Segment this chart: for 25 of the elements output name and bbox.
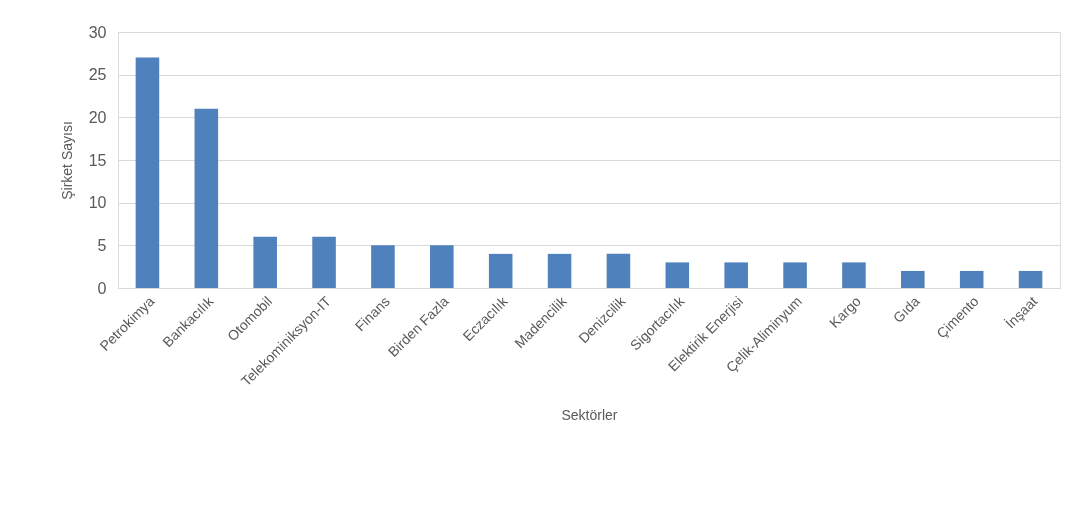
y-tick-label: 15 xyxy=(88,151,107,169)
x-axis-title: Sektörler xyxy=(561,407,618,424)
bar xyxy=(194,108,219,288)
bar xyxy=(371,245,395,288)
y-tick-label: 0 xyxy=(97,279,107,297)
bar xyxy=(1018,270,1043,288)
bar xyxy=(665,262,690,288)
bar xyxy=(135,57,160,288)
bar xyxy=(783,262,807,288)
bar xyxy=(253,236,277,288)
bar xyxy=(901,270,925,288)
bar xyxy=(724,262,748,288)
y-tick-label: 5 xyxy=(97,236,107,254)
y-axis-title: Şirket Sayısı xyxy=(58,121,75,200)
bar xyxy=(547,253,572,288)
y-tick-label: 20 xyxy=(88,108,107,126)
bar xyxy=(430,245,454,288)
bar xyxy=(606,253,631,288)
y-tick-label: 10 xyxy=(88,194,107,212)
bar xyxy=(842,262,866,288)
y-tick-label: 25 xyxy=(88,66,107,84)
bar xyxy=(488,253,513,288)
y-tick-label: 30 xyxy=(88,23,107,41)
bar xyxy=(312,236,336,288)
bar xyxy=(959,270,984,288)
